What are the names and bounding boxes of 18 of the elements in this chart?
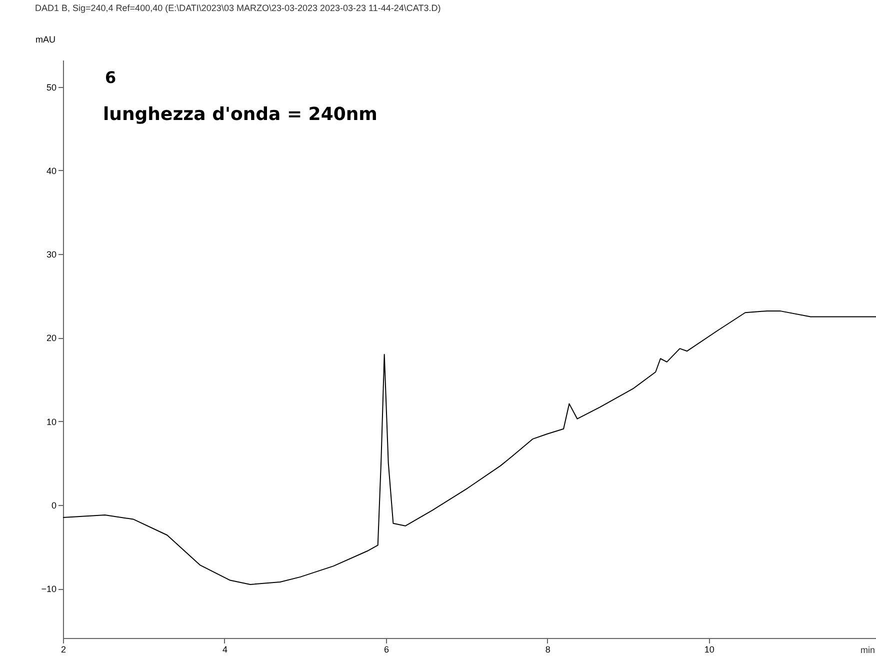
y-tick-label: 40 [46, 166, 56, 176]
annotation: 6 [105, 68, 116, 87]
x-tick-label: 2 [60, 644, 66, 654]
x-tick-label: 4 [222, 644, 228, 654]
y-tick-label: 20 [46, 333, 56, 344]
y-tick-label: −10 [41, 584, 56, 594]
line-series [62, 310, 876, 585]
chart-title: DAD1 B, Sig=240,4 Ref=400,40 (E:\DATI\2023\03 MARZO\23-03-2023 2023-03-23 11-44-24\CAT3.D) [35, 3, 441, 13]
x-axis-title: min [860, 645, 875, 655]
y-tick-label: 10 [46, 416, 56, 427]
y-axis-title: mAU [36, 34, 56, 44]
annotation: lunghezza d'onda = 240nm [103, 104, 378, 125]
y-tick-label: 50 [46, 82, 56, 92]
x-tick-label: 6 [384, 644, 389, 654]
x-tick-label: 8 [545, 644, 550, 654]
y-tick-label: 0 [51, 500, 56, 510]
x-tick-label: 10 [704, 644, 714, 654]
y-tick-label: 30 [46, 250, 56, 260]
